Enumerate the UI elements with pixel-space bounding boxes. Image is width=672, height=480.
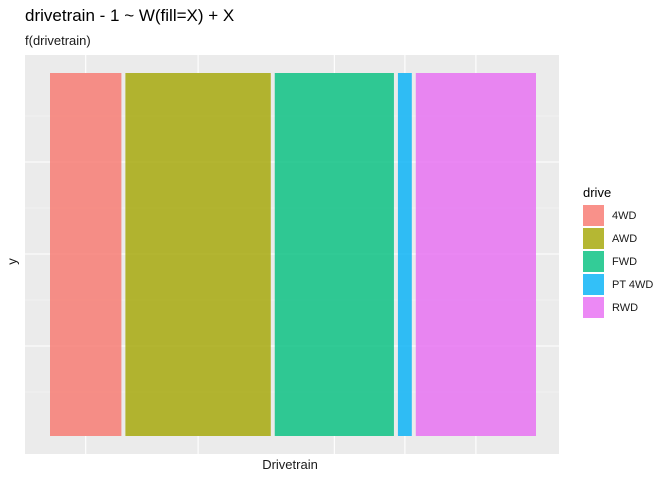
legend-item: RWD — [583, 296, 653, 319]
legend-label: AWD — [612, 232, 638, 245]
legend-item: FWD — [583, 250, 653, 273]
chart-title: drivetrain - 1 ~ W(fill=X) + X — [25, 6, 235, 25]
legend-item: AWD — [583, 227, 653, 250]
legend-label: FWD — [612, 255, 638, 268]
legend-swatch — [583, 228, 604, 249]
legend-swatch — [583, 274, 604, 295]
legend-item: 4WD — [583, 204, 653, 227]
legend: drive 4WD AWD FWD PT 4WD RWD — [583, 185, 653, 319]
legend-swatch — [583, 297, 604, 318]
legend-swatch — [583, 251, 604, 272]
chart-subtitle: f(drivetrain) — [25, 33, 91, 48]
bar-fwd — [274, 73, 394, 436]
bar-pt-4wd — [397, 73, 412, 436]
legend-title: drive — [583, 185, 612, 200]
legend-swatch — [583, 205, 604, 226]
legend-label: RWD — [612, 301, 639, 314]
legend-label: 4WD — [612, 209, 637, 222]
bar-rwd — [415, 73, 536, 436]
bar-4wd — [50, 73, 122, 436]
legend-item: PT 4WD — [583, 273, 653, 296]
y-axis-label: y — [4, 258, 20, 265]
x-axis-label: Drivetrain — [262, 457, 318, 472]
legend-label: PT 4WD — [612, 278, 654, 291]
bar-awd — [125, 73, 271, 436]
